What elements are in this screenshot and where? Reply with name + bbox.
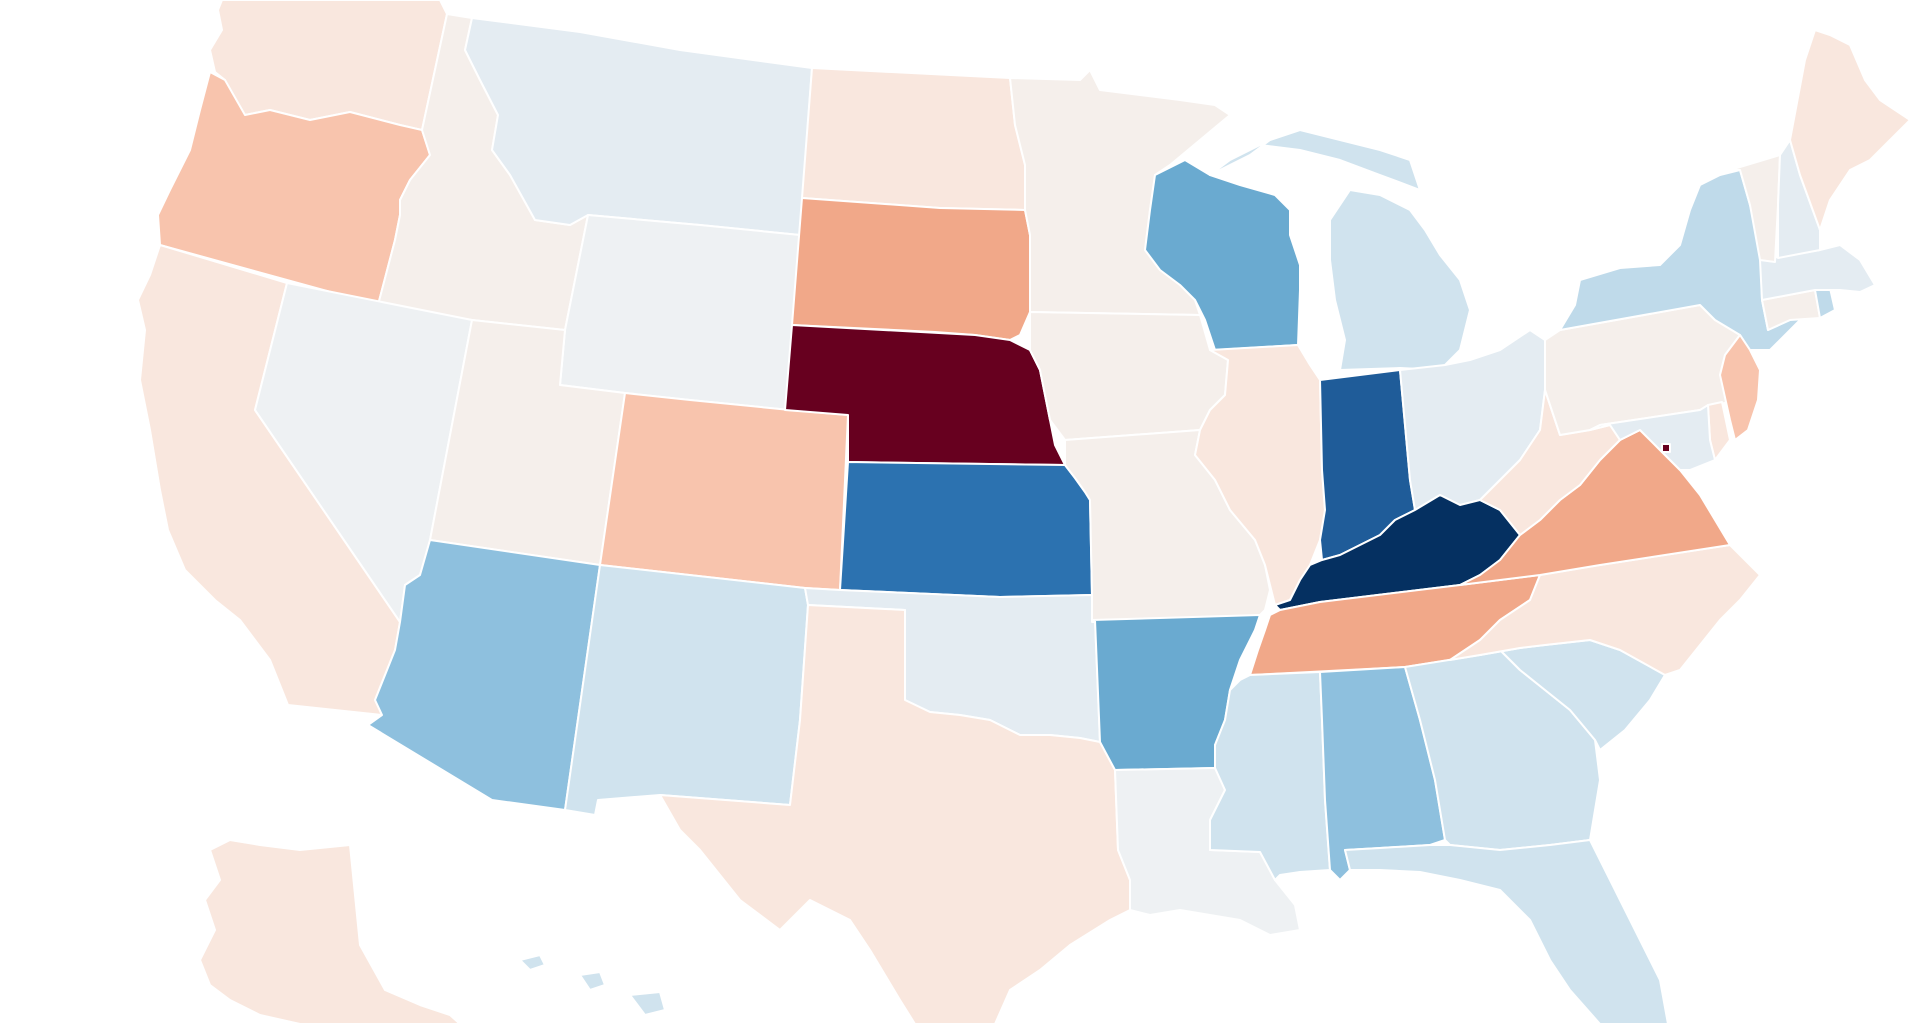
state-co[interactable] (599, 392, 849, 591)
state-mi[interactable] (1209, 129, 1471, 371)
state-fl[interactable] (1344, 839, 1669, 1024)
state-me[interactable] (1789, 29, 1911, 231)
state-mt[interactable] (464, 17, 813, 236)
state-nd[interactable] (801, 67, 1026, 211)
state-sd[interactable] (791, 197, 1031, 341)
state-ks[interactable] (839, 461, 1093, 598)
state-wa[interactable] (209, 0, 448, 131)
state-wy[interactable] (559, 214, 801, 411)
state-ma[interactable] (1759, 244, 1876, 301)
state-ia[interactable] (1029, 311, 1229, 441)
state-ms[interactable] (1209, 671, 1331, 881)
state-wi[interactable] (1144, 159, 1301, 351)
state-ak[interactable] (199, 839, 461, 1024)
states-layer (137, 0, 1911, 1024)
state-tx[interactable] (659, 604, 1131, 1024)
state-md[interactable] (1589, 404, 1716, 471)
state-nj[interactable] (1719, 334, 1761, 441)
state-dc[interactable] (1661, 443, 1671, 453)
state-nm[interactable] (564, 564, 809, 816)
state-hi[interactable] (519, 954, 666, 1016)
